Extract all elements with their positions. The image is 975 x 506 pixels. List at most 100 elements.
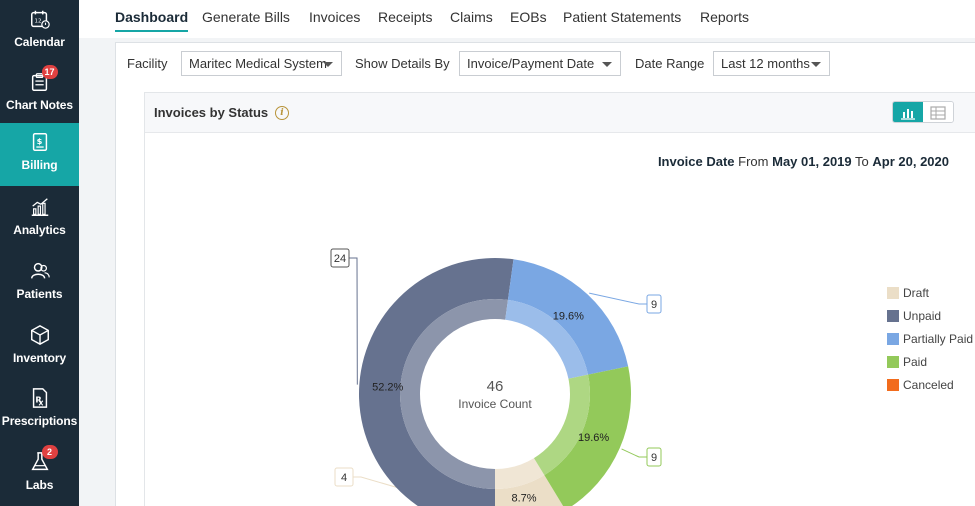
- date-range-select[interactable]: Last 12 months: [713, 51, 830, 76]
- sidebar-item-label: Prescriptions: [1, 414, 78, 428]
- billing-icon: $: [28, 129, 52, 155]
- chart-view-button[interactable]: [893, 102, 923, 122]
- table-icon: [930, 106, 946, 120]
- donut-percent-label: 8.7%: [511, 493, 536, 505]
- sidebar-item-label: Billing: [21, 158, 58, 172]
- donut-percent-label: 19.6%: [578, 432, 609, 444]
- callout-line: [349, 257, 358, 385]
- donut-slice-unpaid[interactable]: [358, 258, 514, 506]
- tab-patient-statements[interactable]: Patient Statements: [563, 9, 682, 25]
- chart-notes-icon: 17: [28, 65, 58, 95]
- prescriptions-icon: R: [28, 385, 52, 411]
- legend-item-paid[interactable]: Paid: [887, 355, 927, 369]
- show-details-select[interactable]: Invoice/Payment Date: [459, 51, 621, 76]
- tab-receipts[interactable]: Receipts: [378, 9, 433, 25]
- sidebar-item-label: Labs: [25, 478, 54, 492]
- callout-line: [589, 292, 647, 305]
- inventory-icon: [28, 322, 52, 348]
- legend-swatch: [887, 379, 899, 391]
- legend-label: Partially Paid: [903, 332, 974, 346]
- show-details-select-value: Invoice/Payment Date: [467, 56, 595, 71]
- tab-generate-bills[interactable]: Generate Bills: [202, 9, 290, 25]
- donut-slice-partially-paid[interactable]: [507, 259, 629, 375]
- sidebar-item-inventory[interactable]: Inventory: [0, 316, 79, 379]
- panel-title: Invoices by Status: [154, 105, 269, 120]
- sidebar-item-label: Inventory: [12, 351, 67, 365]
- donut-inner-ring-draft: [495, 458, 545, 489]
- bar-chart-icon: [901, 109, 915, 120]
- show-details-label: Show Details By: [355, 56, 450, 71]
- tab-reports[interactable]: Reports: [700, 9, 750, 25]
- legend-label: Paid: [903, 355, 928, 369]
- chevron-down-icon: [323, 62, 333, 67]
- facility-select[interactable]: Maritec Medical System: [181, 51, 342, 76]
- callout-count-label: 24: [334, 253, 346, 265]
- callout-count-label: 9: [651, 452, 657, 464]
- sidebar-item-label: Patients: [16, 287, 63, 301]
- to-date: Apr 20, 2020: [872, 154, 949, 169]
- date-range-caption: Invoice Date From May 01, 2019 To Apr 20…: [658, 154, 949, 169]
- tab-invoices[interactable]: Invoices: [309, 9, 361, 25]
- from-date: May 01, 2019: [772, 154, 852, 169]
- sidebar-item-patients[interactable]: Patients: [0, 252, 79, 315]
- sidebar-item-label: Calendar: [14, 35, 65, 49]
- legend-label: Draft: [903, 286, 930, 300]
- callout-box: [330, 248, 350, 268]
- table-view-button[interactable]: [923, 102, 953, 122]
- center-total-label: Invoice Count: [458, 397, 532, 411]
- donut-inner-ring-paid: [533, 374, 590, 476]
- legend-swatch: [887, 287, 899, 299]
- facility-label: Facility: [127, 56, 168, 71]
- callout-count-label: 4: [341, 472, 347, 484]
- legend-swatch: [887, 333, 899, 345]
- panel-header: Invoices by Status i: [145, 93, 975, 133]
- info-icon[interactable]: i: [275, 106, 289, 120]
- date-prefix: Invoice Date: [657, 154, 735, 169]
- date-range-label: Date Range: [635, 56, 705, 71]
- patients-icon: [28, 258, 52, 284]
- sidebar-item-prescriptions[interactable]: R Prescriptions: [0, 379, 79, 442]
- invoices-by-status-panel: Invoices by Status i Invoice Date From M…: [144, 92, 975, 506]
- sidebar-item-chart-notes[interactable]: 17 Chart Notes: [0, 63, 79, 126]
- sidebar-item-calendar[interactable]: 12 Calendar: [0, 0, 79, 63]
- donut-slice-paid[interactable]: [544, 366, 631, 506]
- legend-item-canceled[interactable]: Canceled: [887, 378, 954, 392]
- donut-percent-label: 19.6%: [553, 310, 584, 322]
- legend-swatch: [887, 310, 899, 322]
- sidebar-item-labs[interactable]: 2 Labs: [0, 443, 79, 506]
- svg-text:R: R: [35, 395, 42, 405]
- filter-bar: Facility Maritec Medical System Show Det…: [116, 43, 975, 85]
- to-word: To: [855, 154, 869, 169]
- calendar-icon: 12: [28, 6, 52, 32]
- callout-box: [646, 294, 662, 314]
- notification-badge: 17: [41, 65, 58, 79]
- svg-text:$: $: [36, 136, 42, 146]
- sidebar-item-billing[interactable]: $ Billing: [0, 123, 79, 186]
- chevron-down-icon: [602, 62, 612, 67]
- callout-box: [334, 467, 354, 487]
- sidebar-item-label: Analytics: [13, 223, 66, 237]
- labs-icon: 2: [28, 445, 58, 475]
- callout-count-label: 9: [651, 299, 657, 311]
- tab-eobs[interactable]: EOBs: [510, 9, 547, 25]
- donut-inner-ring-unpaid: [400, 299, 508, 489]
- sidebar-item-analytics[interactable]: Analytics: [0, 188, 79, 251]
- callout-line: [353, 476, 463, 506]
- notification-badge: 2: [41, 445, 58, 459]
- top-tab-bar: Dashboard Generate Bills Invoices Receip…: [79, 0, 975, 38]
- legend-item-draft[interactable]: Draft: [887, 286, 929, 300]
- callout-box: [646, 447, 662, 467]
- from-word: From: [738, 154, 769, 169]
- legend-item-unpaid[interactable]: Unpaid: [887, 309, 941, 323]
- dashboard-content: Facility Maritec Medical System Show Det…: [115, 42, 975, 506]
- chevron-down-icon: [811, 62, 821, 67]
- legend-item-partially-paid[interactable]: Partially Paid: [887, 332, 973, 346]
- svg-text:12: 12: [34, 19, 41, 25]
- callout-line: [621, 448, 647, 458]
- tab-dashboard[interactable]: Dashboard: [115, 9, 189, 32]
- analytics-icon: [28, 194, 52, 220]
- tab-claims[interactable]: Claims: [450, 9, 493, 25]
- legend-label: Canceled: [903, 378, 954, 392]
- donut-slice-draft[interactable]: [495, 475, 566, 506]
- legend-label: Unpaid: [903, 309, 942, 323]
